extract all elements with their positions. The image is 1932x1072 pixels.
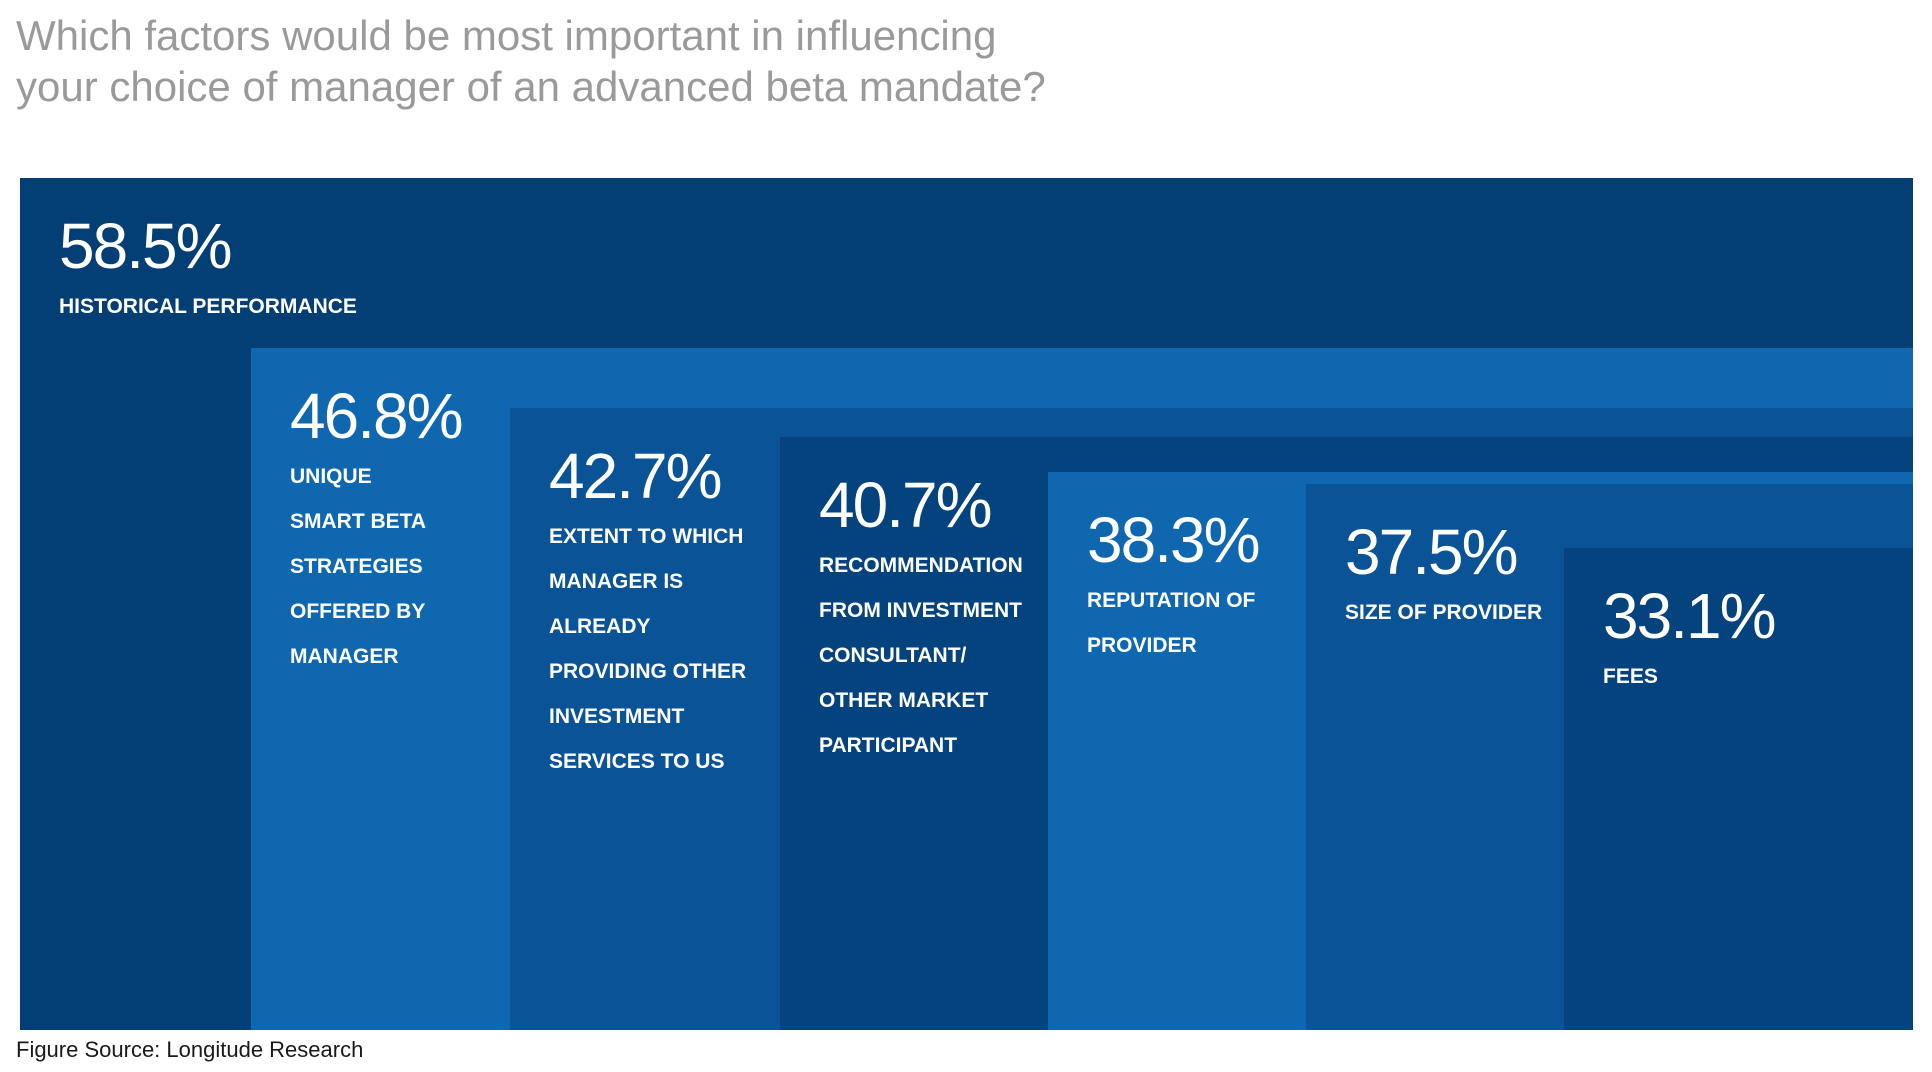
value-label-1: 58.5% [59, 210, 231, 282]
value-label-2: 46.8% [290, 380, 462, 452]
value-label-5: 38.3% [1087, 504, 1259, 576]
chart-canvas: 58.5% HISTORICAL PERFORMANCE 46.8% UNIQUE SM… [20, 178, 1913, 1030]
category-label-7: FEES [1603, 665, 1658, 688]
value-label-4: 40.7% [819, 469, 991, 541]
category-label-5: REPUTATION OF PROVIDER [1087, 589, 1256, 657]
chart-title-line-1: Which factors would be most important in… [16, 12, 997, 59]
value-label-6: 37.5% [1345, 516, 1517, 588]
stepped-bar-chart: 58.5% HISTORICAL PERFORMANCE 46.8% UNIQUE SM… [20, 178, 1913, 1030]
category-label-4: RECOMMENDATION FROM INVESTMENT CONSULTANT/… [819, 554, 1023, 757]
category-label-1: HISTORICAL PERFORMANCE [59, 295, 357, 318]
chart-title: Which factors would be most important in… [16, 10, 1116, 112]
category-label-2: UNIQUE SMART BETA STRATEGIES OFFERED BY MANA… [290, 465, 426, 668]
value-label-3: 42.7% [549, 440, 721, 512]
figure-source: Figure Source: Longitude Research [16, 1037, 364, 1062]
value-label-7: 33.1% [1603, 580, 1775, 652]
category-label-6: SIZE OF PROVIDER [1345, 601, 1542, 624]
bar-7 [1564, 548, 1913, 1030]
category-label-3: EXTENT TO WHICH MANAGER IS ALREADY PROVIDIN… [549, 525, 746, 773]
chart-title-line-2: your choice of manager of an advanced be… [16, 63, 1046, 110]
